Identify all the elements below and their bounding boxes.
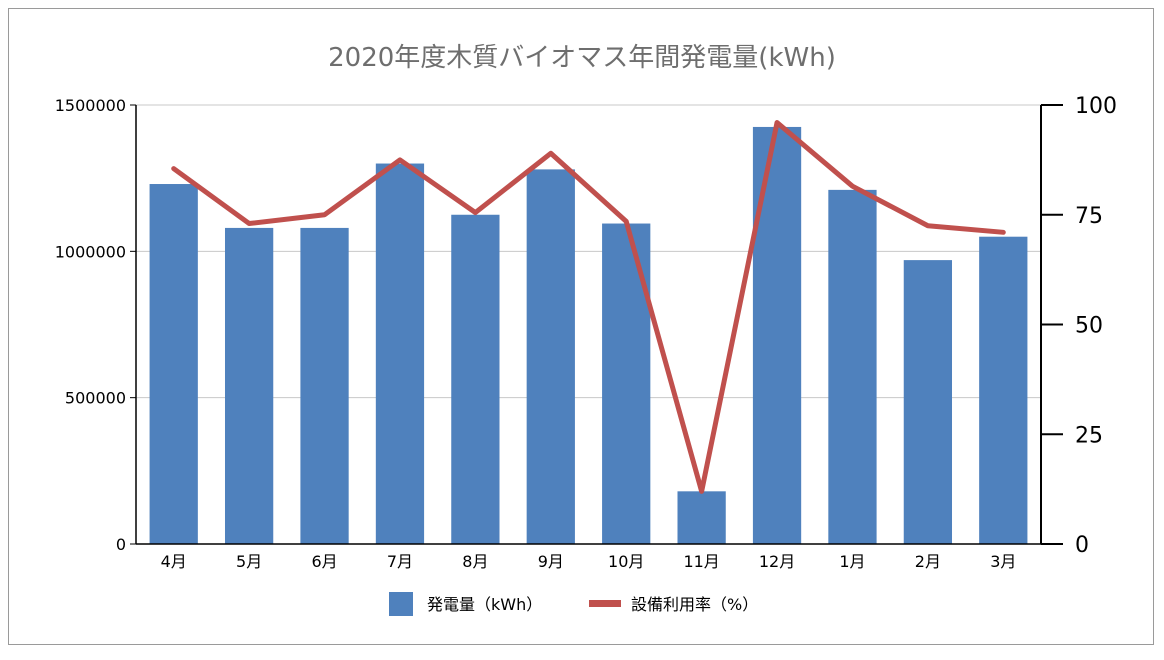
y-right-tick-label: 75: [1075, 204, 1103, 229]
legend-swatch-bar: [389, 592, 413, 616]
y-left-tick-label: 0: [116, 535, 126, 554]
bar: [602, 223, 651, 544]
x-tick-label: 8月: [462, 552, 488, 571]
legend: 発電量（kWh） 設備利用率（%）: [389, 592, 758, 616]
x-tick-labels: 4月 5月 6月 7月 8月 9月 10月 11月 12月 1月 2月 3月: [161, 552, 1017, 571]
bar: [677, 491, 726, 544]
x-tick-label: 1月: [839, 552, 865, 571]
bar: [526, 169, 575, 545]
y-left-tick-label: 1000000: [55, 242, 126, 261]
bar: [752, 126, 802, 544]
bar: [979, 236, 1028, 544]
series-line: [171, 120, 1006, 494]
line-series: [171, 120, 1006, 494]
bar-series: [149, 126, 1028, 545]
bar: [375, 163, 425, 545]
x-tick-label: 7月: [387, 552, 413, 571]
bar: [903, 260, 953, 544]
chart-title: 2020年度木質バイオマス年間発電量(kWh): [328, 43, 836, 73]
chart-frame: 2020年度木質バイオマス年間発電量(kWh) 4月 5月 6月 7月 8月 9月 10月 1…: [8, 8, 1154, 645]
x-tick-label: 4月: [161, 552, 187, 571]
y-right-tick-label: 50: [1075, 314, 1103, 339]
x-tick-label: 6月: [311, 552, 337, 571]
y-right-tick-labels: 0 25 50 75 100: [1075, 94, 1117, 558]
chart-svg: 2020年度木質バイオマス年間発電量(kWh) 4月 5月 6月 7月 8月 9月 10月 1…: [55, 43, 1117, 616]
y-right-tick-label: 0: [1075, 533, 1089, 558]
x-tick-label: 11月: [683, 552, 719, 571]
y-right-tick-label: 25: [1075, 423, 1103, 448]
x-tick-label: 2月: [915, 552, 941, 571]
legend-label-line: 設備利用率（%）: [631, 595, 758, 614]
x-tick-label: 12月: [759, 552, 795, 571]
bar: [828, 189, 877, 544]
axes: [130, 104, 1063, 545]
legend-label-bar: 発電量（kWh）: [427, 595, 542, 614]
y-right-tick-label: 100: [1075, 94, 1117, 119]
x-tick-label: 9月: [538, 552, 564, 571]
y-left-tick-labels: 0 500000 1000000 1500000: [55, 96, 126, 554]
x-tick-label: 5月: [236, 552, 262, 571]
y-left-tick-label: 500000: [65, 389, 126, 408]
bar: [149, 184, 198, 544]
x-tick-label: 10月: [608, 552, 644, 571]
bar: [224, 227, 274, 545]
x-tick-label: 3月: [990, 552, 1016, 571]
legend-swatch-line: [589, 600, 621, 607]
bar: [300, 227, 349, 545]
bar: [451, 214, 500, 544]
y-left-tick-label: 1500000: [55, 96, 126, 115]
